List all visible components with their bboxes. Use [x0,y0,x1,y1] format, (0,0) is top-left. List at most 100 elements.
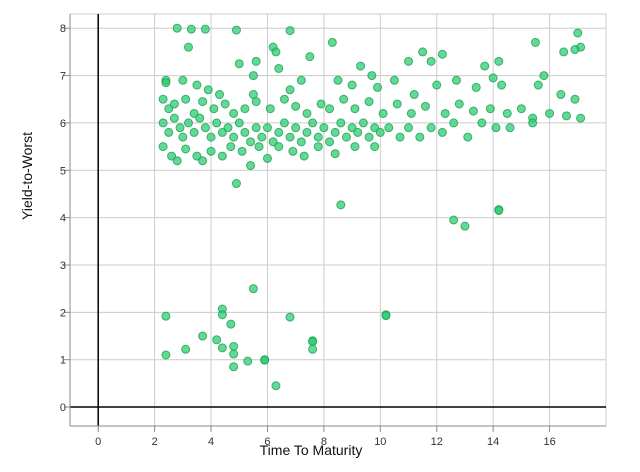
data-point [364,132,374,142]
data-point [570,45,580,55]
y-tick-label: 4 [60,213,66,225]
data-point [251,56,261,66]
data-point [327,37,337,47]
y-tick-label: 7 [60,71,66,83]
data-point [308,337,318,347]
data-point [229,362,239,372]
data-point [356,61,366,71]
data-point [302,127,312,137]
data-point [169,113,179,123]
data-point [206,132,216,142]
data-point [200,123,210,133]
data-point [556,90,566,100]
data-point [330,127,340,137]
data-point [268,137,278,147]
data-point [375,127,385,137]
x-tick-label: 6 [264,436,270,448]
data-point [161,350,171,360]
data-point [246,137,256,147]
data-point [271,381,281,391]
data-point [262,153,272,163]
data-point [302,108,312,118]
data-point [426,56,436,66]
data-point [485,104,495,114]
data-point [291,123,301,133]
data-point [426,123,436,133]
data-point [420,101,430,111]
data-point [226,319,236,329]
x-axis-title: Time To Maturity [260,442,363,458]
data-point [432,80,442,90]
y-tick-label: 0 [60,402,66,414]
data-point [347,123,357,133]
data-point [372,82,382,92]
y-tick-label: 5 [60,165,66,177]
data-point [488,73,498,83]
data-point [175,123,185,133]
data-point [248,71,258,81]
data-point [350,142,360,152]
data-point [285,312,295,322]
data-point [229,349,239,359]
data-point [183,42,193,52]
data-point [497,80,507,90]
data-point [477,118,487,128]
data-point [494,56,504,66]
data-point [471,82,481,92]
data-point [576,113,586,123]
data-point [463,132,473,142]
data-point [178,132,188,142]
data-point [409,90,419,100]
data-point [265,104,275,114]
data-point [217,343,227,353]
data-point [528,118,538,128]
data-point [530,37,540,47]
data-point [330,149,340,159]
data-point [367,71,377,81]
data-point [480,61,490,71]
data-point [186,24,196,34]
data-point [271,47,281,57]
data-point [437,49,447,59]
data-point [451,75,461,85]
data-point [217,151,227,161]
data-point [215,90,225,100]
data-point [198,331,208,341]
data-point [198,97,208,107]
data-point [181,94,191,104]
data-point [189,127,199,137]
data-point [468,106,478,116]
data-point [226,142,236,152]
data-point [183,118,193,128]
data-point [350,104,360,114]
data-point [212,118,222,128]
data-point [158,118,168,128]
data-point [206,146,216,156]
axes-layer [69,14,606,427]
data-point [395,132,405,142]
data-point [279,118,289,128]
data-point [539,71,549,81]
data-point [437,127,447,137]
data-point [562,111,572,121]
data-point [516,104,526,114]
data-point [339,94,349,104]
data-point [353,127,363,137]
data-point [234,118,244,128]
data-point [358,118,368,128]
data-point [285,132,295,142]
data-point [296,137,306,147]
data-point [274,142,284,152]
data-point [341,132,351,142]
x-tick-label: 12 [431,436,443,448]
data-point [240,104,250,114]
data-point [200,24,210,34]
data-point [229,341,239,351]
data-point [240,127,250,137]
data-point [203,85,213,95]
data-point [251,123,261,133]
data-point [336,118,346,128]
data-point [260,355,270,365]
data-point [319,123,329,133]
